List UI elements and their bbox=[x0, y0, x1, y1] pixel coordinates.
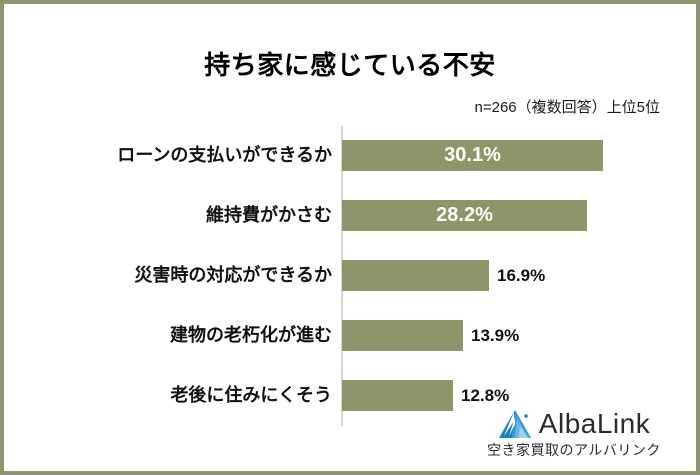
mountain-logo-icon bbox=[498, 410, 531, 438]
page-title: 持ち家に感じている不安 bbox=[204, 50, 496, 80]
bar-segment[interactable] bbox=[342, 260, 489, 291]
bar-chart-plot: ローンの支払いができるか 30.1% 維持費がかさむ 28.2% 災害時の対応が… bbox=[4, 122, 696, 432]
bar-row: 老後に住みにくそう 12.8% bbox=[4, 380, 696, 411]
bar-value-label: 13.9% bbox=[471, 326, 520, 345]
logo-wordmark: AlbaLink bbox=[538, 408, 651, 439]
logo-tagline: 空き家買取のアルバリンク bbox=[487, 442, 661, 458]
bar-row: 災害時の対応ができるか 16.9% bbox=[4, 260, 696, 291]
bar-category-label: 災害時の対応ができるか bbox=[134, 265, 332, 285]
bar-segment[interactable] bbox=[342, 200, 587, 231]
bar-value-label: 16.9% bbox=[497, 266, 546, 285]
bar-value-label: 30.1% bbox=[444, 144, 501, 166]
bar-category-label: ローンの支払いができるか bbox=[117, 145, 332, 165]
bar-value-label: 28.2% bbox=[436, 204, 493, 226]
bar-row: 建物の老朽化が進む 13.9% bbox=[4, 320, 696, 351]
logo-lockup: AlbaLink bbox=[474, 409, 674, 439]
bar-category-label: 維持費がかさむ bbox=[206, 205, 332, 225]
sample-size-note: n=266（複数回答）上位5位 bbox=[474, 99, 660, 116]
bar-category-label: 老後に住みにくそう bbox=[170, 385, 332, 405]
bar-segment[interactable] bbox=[342, 140, 603, 171]
bar-segment[interactable] bbox=[342, 320, 463, 351]
bar-category-label: 建物の老朽化が進む bbox=[170, 325, 332, 345]
category-axis-line bbox=[341, 126, 343, 426]
bar-row: ローンの支払いができるか 30.1% bbox=[4, 140, 696, 171]
bar-value-label: 12.8% bbox=[461, 386, 510, 405]
brand-logo[interactable]: AlbaLink 空き家買取のアルバリンク bbox=[474, 409, 674, 459]
bar-row: 維持費がかさむ 28.2% bbox=[4, 200, 696, 231]
bar-segment[interactable] bbox=[342, 380, 453, 411]
